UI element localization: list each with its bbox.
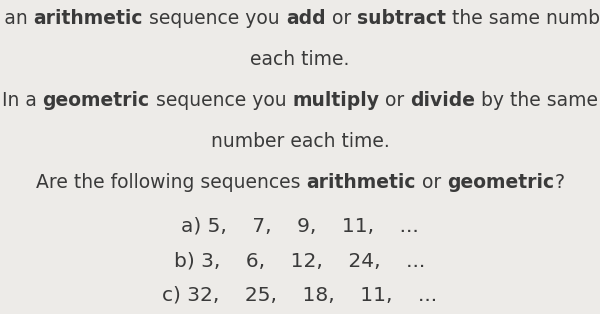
Text: arithmetic: arithmetic — [34, 9, 143, 28]
Text: by the same: by the same — [475, 91, 598, 110]
Text: c) 32,    25,    18,    11,    ...: c) 32, 25, 18, 11, ... — [163, 286, 437, 305]
Text: or: or — [416, 173, 447, 192]
Text: geometric: geometric — [43, 91, 149, 110]
Text: sequence you: sequence you — [143, 9, 286, 28]
Text: or: or — [325, 9, 357, 28]
Text: sequence you: sequence you — [149, 91, 292, 110]
Text: divide: divide — [410, 91, 475, 110]
Text: add: add — [286, 9, 325, 28]
Text: In a: In a — [2, 91, 43, 110]
Text: Are the following sequences: Are the following sequences — [36, 173, 307, 192]
Text: multiply: multiply — [292, 91, 379, 110]
Text: number each time.: number each time. — [211, 132, 389, 151]
Text: b) 3,    6,    12,    24,    ...: b) 3, 6, 12, 24, ... — [175, 251, 425, 270]
Text: subtract: subtract — [357, 9, 446, 28]
Text: a) 5,    7,    9,    11,    ...: a) 5, 7, 9, 11, ... — [181, 217, 419, 236]
Text: ?: ? — [554, 173, 564, 192]
Text: geometric: geometric — [447, 173, 554, 192]
Text: In an: In an — [0, 9, 34, 28]
Text: the same number: the same number — [446, 9, 600, 28]
Text: arithmetic: arithmetic — [307, 173, 416, 192]
Text: each time.: each time. — [250, 50, 350, 69]
Text: or: or — [379, 91, 410, 110]
